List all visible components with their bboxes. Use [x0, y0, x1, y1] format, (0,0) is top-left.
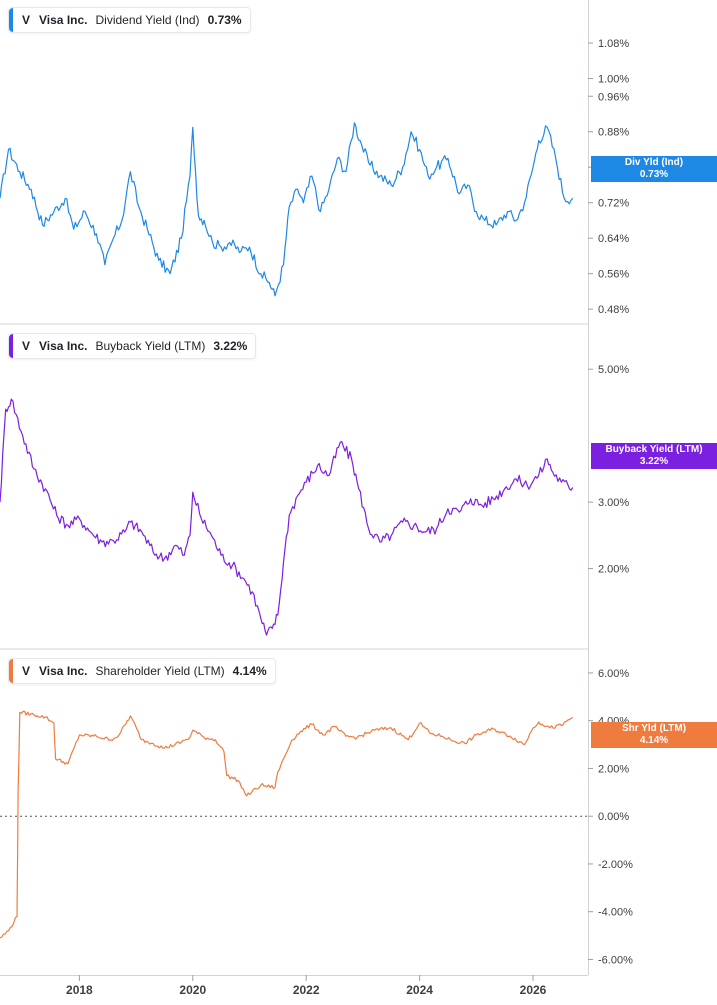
flag-buyback-yield: Buyback Yield (LTM) 3.22%	[591, 443, 717, 469]
y-tick-label: 0.72%	[598, 198, 629, 210]
series-line	[0, 398, 574, 636]
legend-value: 4.14%	[232, 664, 267, 678]
legend-metric: Buyback Yield (LTM)	[95, 339, 206, 353]
legend-color-swatch	[9, 334, 13, 358]
legend-shareholder-yield[interactable]: V Visa Inc. Shareholder Yield (LTM) 4.14…	[8, 658, 276, 684]
flag-value: 0.73%	[639, 169, 669, 180]
flag-label: Shr Yld (LTM)	[621, 723, 687, 734]
y-tick-label: 0.00%	[598, 811, 629, 823]
legend-buyback-yield[interactable]: V Visa Inc. Buyback Yield (LTM) 3.22%	[8, 333, 257, 359]
x-tick-label: 2022	[293, 983, 320, 997]
y-tick-label: 2.00%	[598, 564, 629, 576]
legend-company: Visa Inc.	[39, 13, 88, 27]
flag-label: Div Yld (Ind)	[624, 157, 684, 168]
legend-ticker: V	[22, 664, 31, 678]
legend-ticker: V	[22, 13, 31, 27]
x-tick-label: 2018	[66, 983, 93, 997]
flag-label: Buyback Yield (LTM)	[605, 444, 703, 455]
legend-value: 0.73%	[207, 13, 242, 27]
x-tick-label: 2026	[520, 983, 547, 997]
y-tick-label: 2.00%	[598, 763, 629, 775]
flag-dividend-yield: Div Yld (Ind) 0.73%	[591, 156, 717, 182]
y-tick-label: 0.48%	[598, 304, 629, 316]
y-tick-label: 1.08%	[598, 38, 629, 50]
flag-value: 3.22%	[639, 456, 669, 467]
legend-ticker: V	[22, 339, 31, 353]
y-tick-label: -2.00%	[598, 859, 633, 871]
legend-dividend-yield[interactable]: V Visa Inc. Dividend Yield (Ind) 0.73%	[8, 7, 251, 33]
legend-metric: Shareholder Yield (LTM)	[95, 664, 225, 678]
y-tick-label: 5.00%	[598, 364, 629, 376]
y-tick-label: 0.56%	[598, 269, 629, 281]
flag-value: 4.14%	[639, 735, 669, 746]
series-line	[0, 122, 574, 297]
legend-company: Visa Inc.	[39, 339, 88, 353]
panel-2: -6.00%-4.00%-2.00%0.00%2.00%4.00%6.00%	[0, 668, 633, 966]
legend-value: 3.22%	[213, 339, 248, 353]
panel-1: 2.00% 3.00% 5.00%	[0, 364, 629, 636]
x-tick-label: 2024	[406, 983, 433, 997]
y-tick-label: 6.00%	[598, 668, 629, 680]
legend-metric: Dividend Yield (Ind)	[95, 13, 200, 27]
y-tick-label: -6.00%	[598, 954, 633, 966]
x-tick-label: 2020	[179, 983, 206, 997]
flag-shareholder-yield: Shr Yld (LTM) 4.14%	[591, 722, 717, 748]
y-tick-label: 0.64%	[598, 233, 629, 245]
y-tick-label: 1.00%	[598, 74, 629, 86]
y-tick-label: 3.00%	[598, 497, 629, 509]
series-line	[0, 710, 574, 939]
panel-0: 0.48%0.56%0.64%0.72%0.80%0.88%0.96%1.00%…	[0, 38, 629, 316]
legend-color-swatch	[9, 8, 13, 32]
y-tick-label: 0.96%	[598, 91, 629, 103]
legend-color-swatch	[9, 659, 13, 683]
legend-company: Visa Inc.	[39, 664, 88, 678]
y-tick-label: 0.88%	[598, 127, 629, 139]
y-tick-label: -4.00%	[598, 907, 633, 919]
